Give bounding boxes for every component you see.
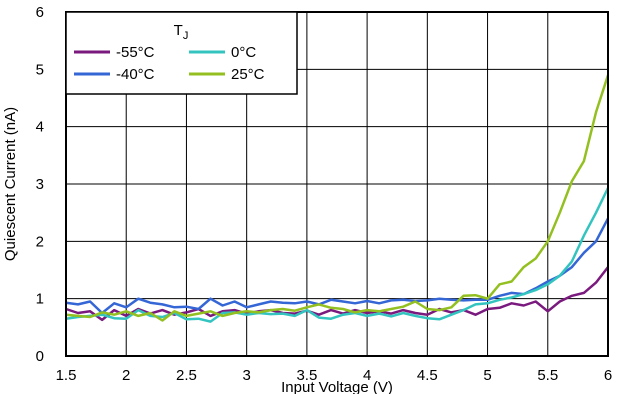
series-line: [65, 74, 610, 322]
x-tick-label: 4: [363, 367, 371, 384]
y-tick-label: 5: [36, 61, 44, 78]
legend: TJ -55°C 0°C -40°C 25°C: [65, 11, 298, 95]
series-lines: [65, 74, 610, 323]
y-tick-label: 6: [36, 4, 44, 21]
legend-label: 25°C: [231, 66, 265, 83]
x-tick-label: 1.5: [56, 367, 77, 384]
x-tick-label: 2.5: [176, 367, 197, 384]
x-tick-labels: 1.5 2 2.5 3 3.5 4 4.5 5 5.5 6: [56, 367, 613, 384]
legend-title-subscript: J: [183, 30, 189, 42]
legend-label: -40°C: [116, 66, 155, 83]
x-tick-label: 3.5: [296, 367, 317, 384]
x-tick-label: 3: [242, 367, 250, 384]
x-axis-title: Input Voltage (V): [281, 379, 393, 394]
series-line: [65, 266, 609, 322]
y-tick-label: 4: [36, 119, 44, 136]
legend-label: 0°C: [231, 44, 256, 61]
x-tick-label: 5: [483, 367, 491, 384]
x-tick-label: 2: [122, 367, 130, 384]
x-tick-label: 5.5: [537, 367, 558, 384]
legend-items: -55°C 0°C -40°C 25°C: [74, 44, 265, 83]
y-tick-labels: 0 1 2 3 4 5 6: [36, 4, 44, 365]
plot-frame: [65, 11, 609, 357]
series-line: [65, 217, 610, 315]
y-axis-title: Quiescent Current (nA): [2, 107, 19, 261]
y-tick-label: 0: [36, 348, 44, 365]
legend-title: TJ: [174, 22, 189, 42]
x-tick-label: 6: [604, 367, 612, 384]
legend-title-main: T: [174, 22, 183, 39]
y-tick-label: 3: [36, 176, 44, 193]
legend-label: -55°C: [116, 44, 155, 61]
y-tick-label: 2: [36, 233, 44, 250]
y-tick-label: 1: [36, 291, 44, 308]
x-tick-label: 4.5: [417, 367, 438, 384]
